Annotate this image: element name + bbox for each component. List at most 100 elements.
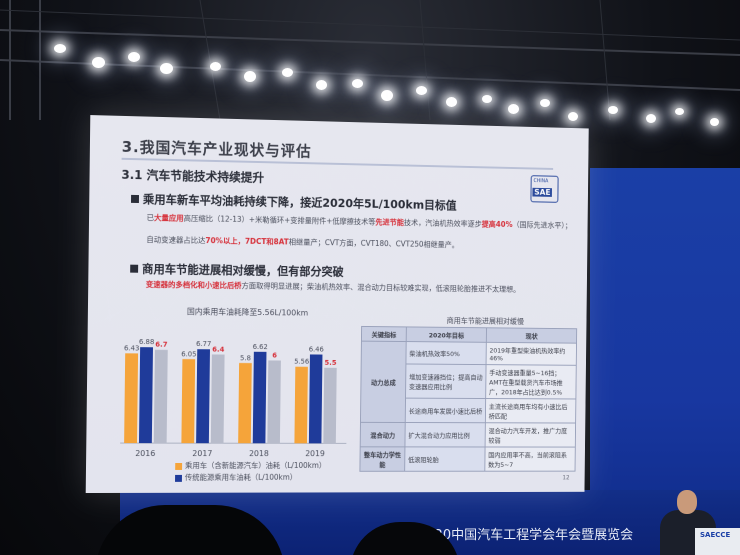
podium xyxy=(695,528,740,555)
stage-light xyxy=(540,99,550,107)
legend-label: 传统能源乘用车油耗（L/100km） xyxy=(184,472,298,482)
highlight-text: 变速器的多档化和小速比后桥 xyxy=(145,279,242,291)
logo-top-text: CHINA xyxy=(533,178,549,185)
highlight-text: 先进节能 xyxy=(375,217,405,227)
chart-bar xyxy=(181,359,196,444)
stage-light xyxy=(210,62,221,71)
stage-light xyxy=(416,86,427,95)
data-label: 6.7 xyxy=(155,341,167,349)
chart-bar xyxy=(138,347,153,444)
chart-bar xyxy=(252,351,267,444)
x-tick-label: 2017 xyxy=(192,449,212,458)
data-label: 6.05 xyxy=(181,350,196,358)
stage-light xyxy=(646,114,656,123)
row-category: 混合动力 xyxy=(360,422,406,447)
podium-logo: SAECCE xyxy=(700,531,731,539)
data-label: 6.77 xyxy=(196,340,211,348)
text: （国际先进水平）； xyxy=(512,220,572,231)
stage-light xyxy=(54,44,66,53)
data-label: 6.62 xyxy=(253,343,268,351)
page-number: 12 xyxy=(562,474,570,482)
current-cell: 混合动力汽车开发，推广力度较弱 xyxy=(485,422,576,448)
bullet1-detail-line1: 已大量应用高压缩比（12-13）+米勒循环+变排量附件+低摩擦技术等先进节能技术… xyxy=(147,212,572,231)
x-tick-label: 2018 xyxy=(249,449,269,458)
stage-light xyxy=(568,112,578,121)
chart-bar xyxy=(210,354,225,444)
row-category: 整车动力学性能 xyxy=(359,446,405,472)
current-cell: 主流长途商用车均有小速比后桥匹配 xyxy=(485,398,576,424)
logo-bottom-text: SAE xyxy=(532,187,553,197)
highlight-text: 提高40% xyxy=(481,219,513,229)
bullet-square-icon xyxy=(130,194,140,204)
stage-light xyxy=(244,71,256,82)
data-label: 5.5 xyxy=(325,359,337,367)
chart-bar xyxy=(124,353,139,444)
chart-bar xyxy=(267,360,281,444)
legend-swatch xyxy=(175,474,182,482)
legend-swatch xyxy=(175,462,183,470)
lighting-truss xyxy=(0,0,740,120)
fuel-consumption-bar-chart: 6.436.88 6.7 2016 6.056.776.4 2017 5.86.62 6 20… xyxy=(116,338,352,458)
bullet-commercial-vehicles: 商用车节能进展相对缓慢，但有部分突破 xyxy=(130,261,344,280)
table-title: 商用车节能进展相对缓慢 xyxy=(446,316,524,326)
data-label: 6 xyxy=(272,352,277,360)
bullet-square-icon xyxy=(130,264,139,273)
highlight-text: 70%以上，7DCT和8AT xyxy=(205,236,289,247)
column-header: 2020年目标 xyxy=(406,326,487,343)
row-category: 动力总成 xyxy=(360,341,407,423)
stage-light xyxy=(128,52,140,62)
stage-light xyxy=(381,90,393,101)
stage-light xyxy=(316,80,327,90)
chart-legend-item: 传统能源乘用车油耗（L/100km） xyxy=(175,472,297,483)
text: 方面取得明显进展；柴油机热效率、混合动力目标较难实现，低滚阻轮胎推进不太理想。 xyxy=(241,281,521,294)
banner-text: 2020中国汽车工程学会年会暨展览会 xyxy=(418,528,634,543)
column-header: 关键指标 xyxy=(361,326,407,342)
current-cell: 国内应用率不高，当前滚阻系数为5~7 xyxy=(484,446,576,472)
x-tick-label: 2016 xyxy=(135,449,155,458)
speaker-head xyxy=(677,490,697,514)
chart-legend-item: 乘用车（含新能源汽车）油耗（L/100km） xyxy=(175,460,326,471)
text: 已 xyxy=(146,213,155,223)
stage-light xyxy=(352,79,363,88)
stage-light xyxy=(446,97,457,107)
stage-light xyxy=(282,68,293,77)
stage-light xyxy=(675,108,684,115)
current-cell: 2019年重型柴油机热效率约46% xyxy=(486,342,577,366)
data-label: 6.4 xyxy=(212,346,224,354)
bullet-text: 乘用车新车平均油耗持续下降，接近2020年5L/100km目标值 xyxy=(142,192,457,213)
table-row: 混合动力 扩大混合动力应用比例 混合动力汽车开发，推广力度较弱 xyxy=(360,422,576,448)
table-row: 整车动力学性能 低滚阻轮胎 国内应用率不高，当前滚阻系数为5~7 xyxy=(359,446,576,472)
text: 相继量产；CVT方面，CVT180、CVT250相继量产。 xyxy=(288,237,459,250)
bullet-text: 商用车节能进展相对缓慢，但有部分突破 xyxy=(141,261,344,279)
data-label: 5.56 xyxy=(294,358,309,366)
highlight-text: 大量应用 xyxy=(154,213,184,223)
stage-light xyxy=(482,95,492,103)
chart-bar xyxy=(294,366,308,444)
bullet1-detail-line2: 自动变速器占比达70%以上，7DCT和8AT相继量产；CVT方面，CVT180、… xyxy=(146,234,459,250)
stage-light xyxy=(710,118,719,126)
column-header: 现状 xyxy=(486,327,577,344)
table-row: 动力总成 柴油机热效率50% 2019年重型柴油机热效率约46% xyxy=(360,341,577,423)
data-label: 5.8 xyxy=(240,354,251,362)
target-cell: 增加变速器挡位；提高自动变速器应用比例 xyxy=(405,363,487,399)
data-label: 6.46 xyxy=(309,346,324,354)
china-sae-logo: CHINA SAE xyxy=(530,175,559,203)
chart-bar xyxy=(323,367,337,444)
chart-bar xyxy=(196,349,210,444)
chart-bar xyxy=(308,354,323,444)
x-tick-label: 2019 xyxy=(305,449,325,458)
data-label: 6.43 xyxy=(124,344,140,352)
current-cell: 手动变速器重量5~16挡；AMT在重型载货汽车市场推广，2018年占比达到0.5… xyxy=(485,364,577,399)
text: 自动变速器占比达 xyxy=(146,235,206,245)
presentation-slide: 3.我国汽车产业现状与评估 3.1 汽车节能技术持续提升 CHINA SAE 乘… xyxy=(85,115,589,494)
stage-light xyxy=(608,106,618,114)
stage-light xyxy=(160,63,173,74)
bullet-passenger-cars: 乘用车新车平均油耗持续下降，接近2020年5L/100km目标值 xyxy=(130,191,457,213)
target-cell: 低滚阻轮胎 xyxy=(404,446,486,472)
stage-light xyxy=(508,104,519,114)
target-cell: 柴油机热效率50% xyxy=(405,341,487,365)
chart-bar xyxy=(238,362,252,444)
legend-label: 乘用车（含新能源汽车）油耗（L/100km） xyxy=(184,461,327,470)
target-cell: 长途商用车发展小速比后桥 xyxy=(405,398,486,423)
